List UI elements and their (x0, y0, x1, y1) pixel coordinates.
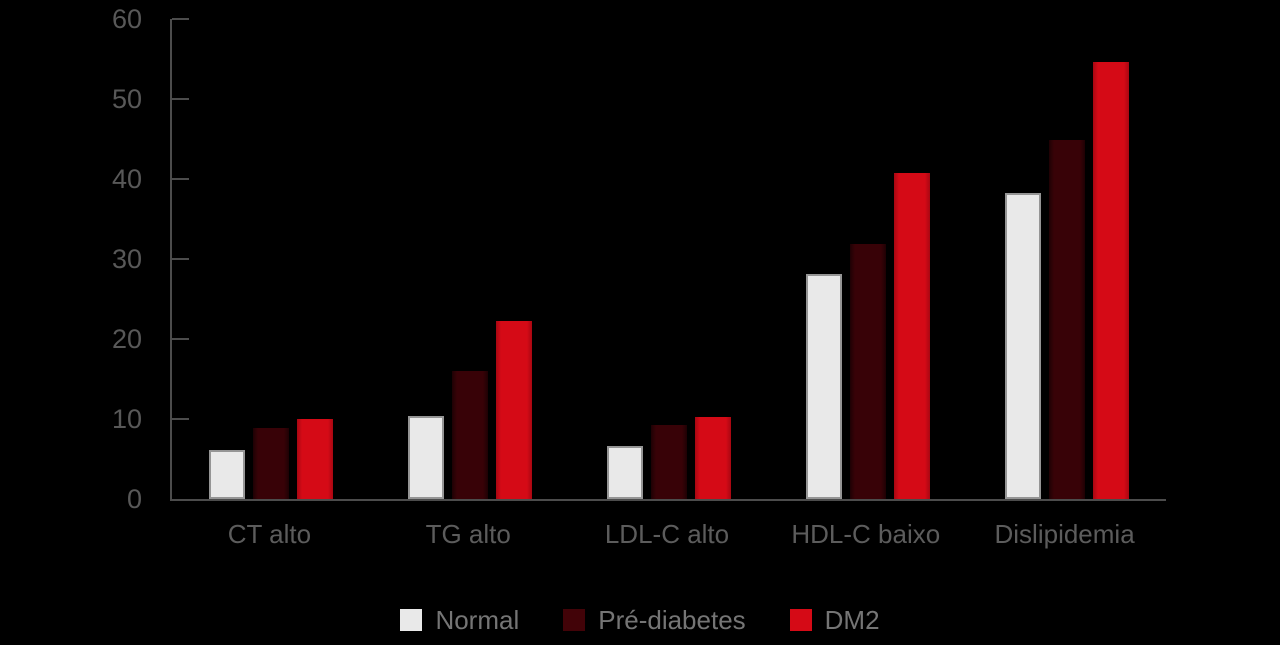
bar-dm2-ldl-c-alto (695, 417, 731, 499)
bar-pre-diabetes-ct-alto (253, 428, 290, 499)
legend-swatch-dm2 (789, 609, 812, 631)
x-axis-label-tg-alto: TG alto (425, 519, 511, 549)
legend: Normal Pré-diabetes DM2 (0, 600, 1280, 640)
y-axis-label-60: 60 (111, 4, 142, 34)
legend-item-pre-diabetes: Pré-diabetes (563, 605, 746, 635)
y-axis-tick-60 (172, 18, 189, 20)
bar-pre-diabetes-ldl-c-alto (651, 425, 687, 499)
bar-normal-dislipidemia (1004, 193, 1041, 499)
y-axis-label-10: 10 (111, 404, 142, 434)
y-axis-label-0: 0 (126, 484, 142, 514)
legend-label-normal: Normal (435, 605, 520, 635)
y-axis-tick-10 (172, 418, 189, 420)
bar-dm2-ct-alto (297, 419, 334, 499)
bar-pre-diabetes-dislipidemia (1048, 140, 1085, 499)
plot-area (170, 18, 1166, 501)
bar-normal-ct-alto (209, 450, 246, 499)
y-axis-tick-30 (172, 258, 189, 260)
y-axis-label-50: 50 (111, 84, 142, 114)
x-axis-label-ct-alto: CT alto (227, 519, 312, 549)
bar-dm2-dislipidemia (1092, 62, 1129, 499)
legend-swatch-normal (400, 609, 423, 631)
y-axis-label-20: 20 (111, 324, 142, 354)
bar-dm2-hdl-c-baixo (893, 173, 930, 499)
legend-item-normal: Normal (400, 605, 519, 635)
y-axis-label-40: 40 (111, 164, 142, 194)
bar-normal-hdl-c-baixo (805, 274, 842, 499)
bar-pre-diabetes-tg-alto (452, 371, 489, 499)
y-axis-tick-40 (172, 178, 189, 180)
legend-label-dm2: DM2 (824, 605, 880, 635)
legend-swatch-pre-diabetes (563, 609, 586, 631)
bar-dm2-tg-alto (496, 321, 533, 499)
y-axis-tick-20 (172, 338, 189, 340)
bar-normal-tg-alto (408, 416, 445, 499)
legend-label-pre-diabetes: Pré-diabetes (598, 605, 746, 635)
bar-normal-ldl-c-alto (607, 446, 643, 499)
y-axis-label-30: 30 (111, 244, 142, 274)
x-axis-label-ldl-c-alto: LDL-C alto (604, 519, 730, 549)
bar-pre-diabetes-hdl-c-baixo (849, 244, 886, 499)
x-axis-label-hdl-c-baixo: HDL-C baixo (791, 519, 941, 549)
legend-item-dm2: DM2 (789, 605, 880, 635)
y-axis-tick-50 (172, 98, 189, 100)
x-axis-label-dislipidemia: Dislipidemia (994, 519, 1135, 549)
